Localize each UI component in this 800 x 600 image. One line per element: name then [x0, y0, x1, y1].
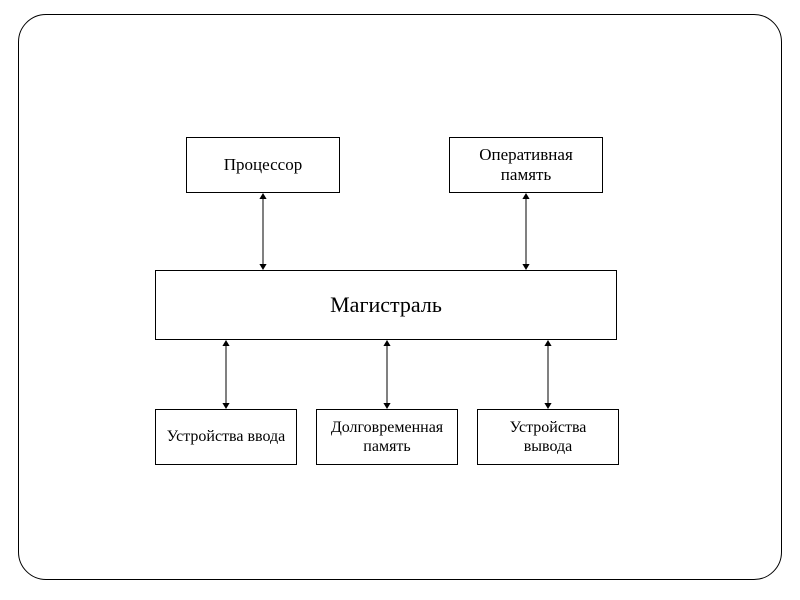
edges-layer	[0, 0, 800, 600]
